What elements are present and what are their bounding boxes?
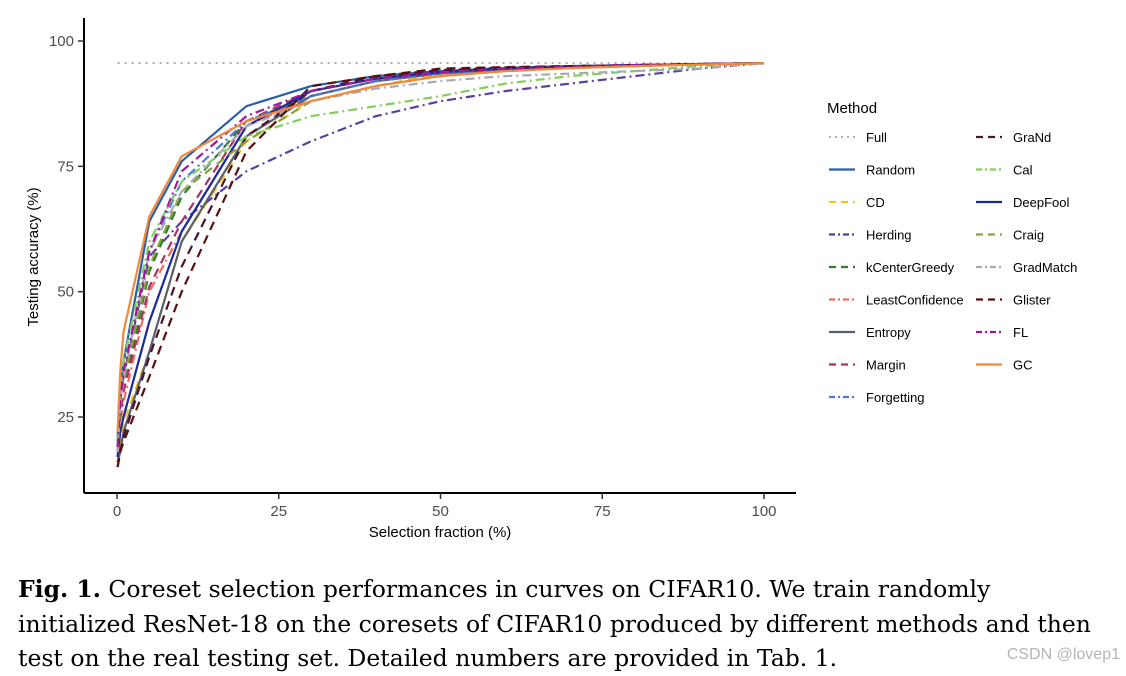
legend-title: Method	[827, 100, 877, 117]
series-line-deepfool	[116, 62, 765, 458]
legend-label: LeastConfidence	[866, 293, 964, 308]
y-tick-label: 75	[57, 158, 74, 175]
caption-text: Coreset selection performances in curves…	[18, 575, 1091, 672]
legend-label: Full	[866, 130, 887, 145]
x-tick-label: 100	[751, 503, 776, 520]
y-tick-label: 100	[49, 33, 74, 50]
legend-label: Forgetting	[866, 390, 925, 405]
legend-label: kCenterGreedy	[866, 260, 955, 275]
series-line-margin	[116, 62, 765, 453]
figure-label: Fig. 1.	[18, 575, 101, 603]
series-line-herding	[116, 62, 765, 443]
legend-label: DeepFool	[1013, 195, 1069, 210]
x-tick-label: 75	[594, 503, 611, 520]
series-line-craig	[116, 62, 765, 453]
x-tick-label: 50	[432, 503, 449, 520]
figure-caption: Fig. 1. Coreset selection performances i…	[18, 572, 1108, 676]
legend-label: Random	[866, 163, 915, 178]
series-line-kcentergreedy	[116, 62, 765, 453]
legend-label: Herding	[866, 228, 912, 243]
y-axis-title: Testing accuracy (%)	[25, 187, 42, 326]
series-line-gradmatch	[116, 62, 765, 453]
x-tick-label: 0	[113, 503, 121, 520]
legend-label: Craig	[1013, 228, 1044, 243]
series-line-glister	[116, 62, 765, 468]
series-line-gc	[116, 62, 765, 433]
x-ticks: 0 25 50 75 100	[113, 493, 777, 520]
y-tick-label: 50	[57, 284, 74, 301]
series-line-grand	[116, 62, 765, 468]
legend-label: GradMatch	[1013, 260, 1077, 275]
legend-label: CD	[866, 195, 885, 210]
series-line-cd	[116, 62, 765, 463]
series-line-cal	[116, 62, 765, 443]
series-line-forgetting	[116, 62, 765, 448]
y-ticks: 25 50 75 100	[49, 33, 84, 426]
plot-lines	[116, 62, 765, 468]
legend-label: Margin	[866, 358, 906, 373]
series-line-leastconfidence	[116, 62, 765, 458]
series-line-fl	[116, 62, 765, 448]
x-tick-label: 25	[270, 503, 287, 520]
legend-label: FL	[1013, 325, 1028, 340]
watermark: CSDN @lovep1	[1006, 646, 1120, 663]
series-line-random	[116, 62, 765, 438]
y-tick-label: 25	[57, 409, 74, 426]
legend: Method Full Random CD Herding kCenterGreedy L…	[827, 100, 1077, 405]
legend-label: Entropy	[866, 325, 911, 340]
series-line-entropy	[116, 62, 765, 463]
x-axis-title: Selection fraction (%)	[369, 524, 512, 541]
line-chart: 0 25 50 75 100 25 50 75 100 Selection fraction …	[25, 18, 1077, 541]
legend-label: Glister	[1013, 293, 1051, 308]
legend-label: GraNd	[1013, 130, 1051, 145]
legend-label: Cal	[1013, 163, 1033, 178]
legend-label: GC	[1013, 358, 1033, 373]
